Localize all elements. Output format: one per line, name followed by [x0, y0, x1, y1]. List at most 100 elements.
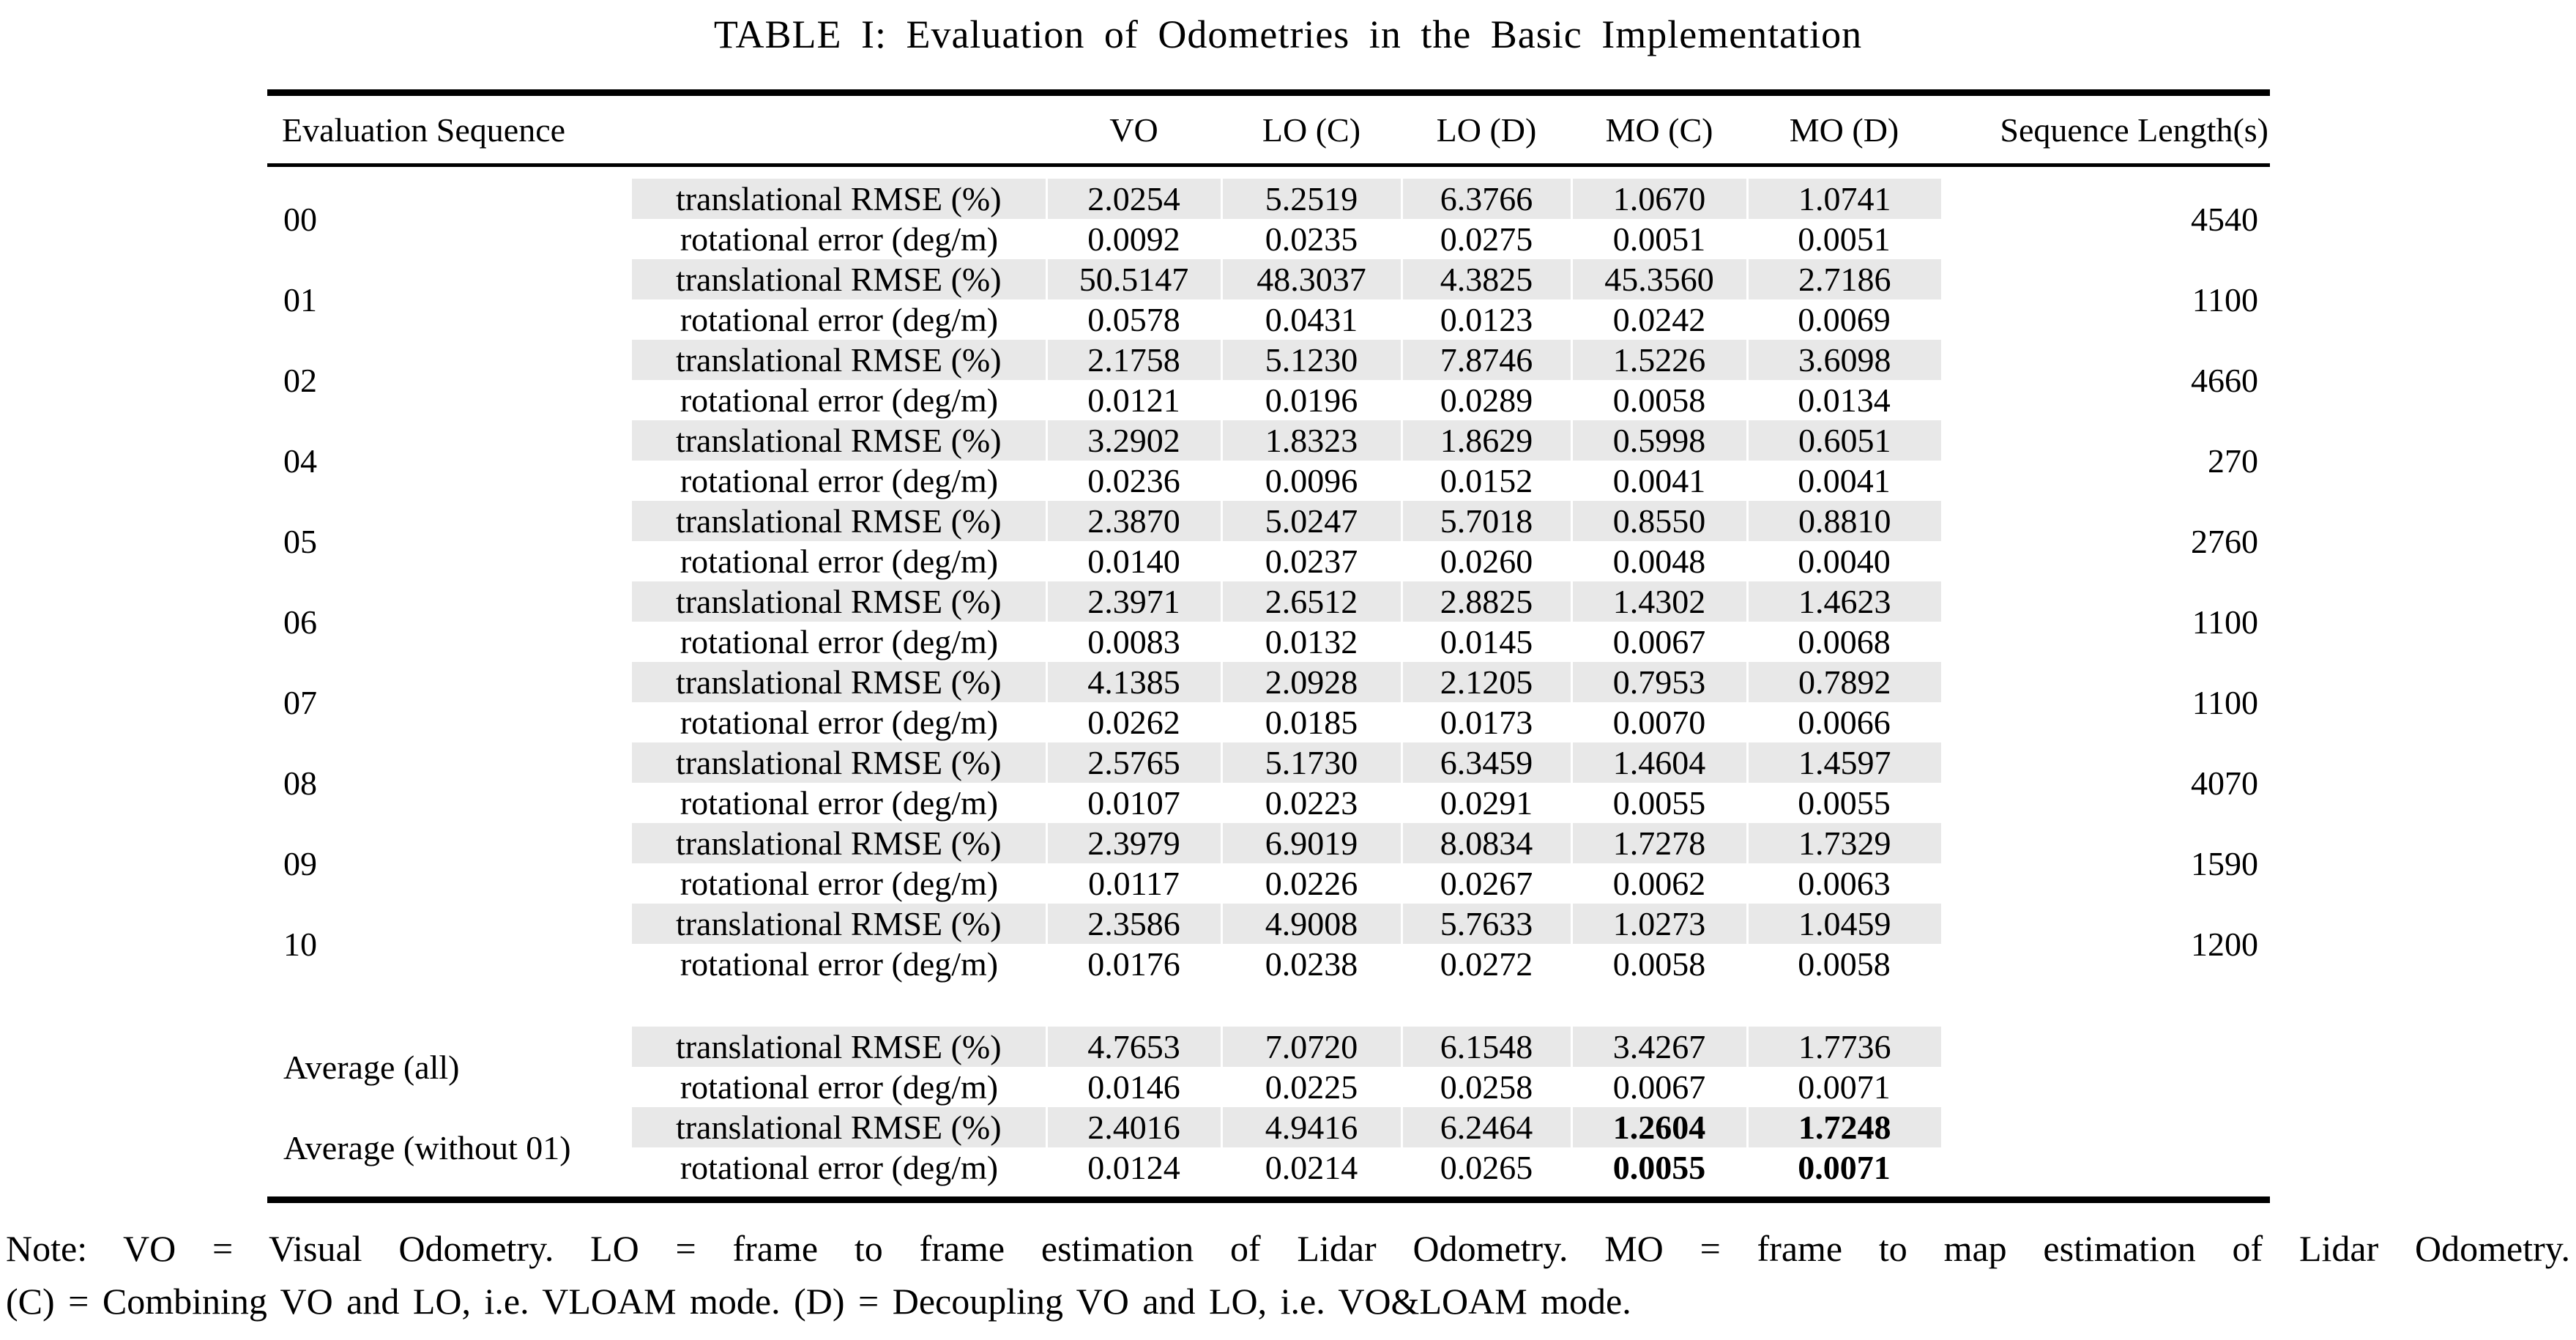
sequence-label: Average (without 01): [283, 1128, 571, 1166]
table-row-rotational: rotational error (deg/m) 0.0107 0.0223 0.02…: [267, 783, 2270, 823]
value-cell: 1.7278: [1570, 823, 1747, 863]
table-row-rotational: rotational error (deg/m) 0.0262 0.0185 0.01…: [267, 702, 2270, 742]
header-vo: VO: [1046, 92, 1221, 167]
value-cell: 0.0272: [1440, 945, 1533, 983]
value-cell: 5.2519: [1220, 179, 1401, 219]
value-cell: 4.9416: [1220, 1107, 1401, 1147]
value-cell: 45.3560: [1570, 259, 1747, 299]
metric-label: rotational error (deg/m): [680, 945, 999, 983]
header-sequence-length: Sequence Length(s): [1941, 92, 2270, 167]
header-mo-d: MO (D): [1747, 92, 1941, 167]
value-cell: 0.0067: [1612, 1068, 1706, 1106]
sequence-label: Average (all): [283, 1048, 460, 1086]
value-cell: 2.3870: [1045, 501, 1221, 541]
value-cell: 0.0092: [1087, 220, 1180, 258]
value-cell: 1.7329: [1746, 823, 1941, 863]
value-cell: 5.0247: [1220, 501, 1401, 541]
value-cell: 0.0238: [1265, 945, 1358, 983]
metric-label: translational RMSE (%): [632, 259, 1046, 299]
value-cell: 0.0235: [1265, 220, 1358, 258]
value-cell: 0.0242: [1612, 301, 1706, 338]
value-cell: 0.0051: [1612, 220, 1706, 258]
value-cell: 0.0132: [1265, 623, 1358, 660]
value-cell: 0.0068: [1798, 623, 1891, 660]
value-cell: 3.4267: [1570, 1027, 1747, 1067]
sequence-label: 02: [283, 361, 317, 399]
value-cell: 0.0041: [1612, 462, 1706, 499]
value-cell: 0.0096: [1265, 462, 1358, 499]
value-cell: 1.4604: [1570, 742, 1747, 783]
value-cell: 0.0070: [1612, 704, 1706, 741]
metric-label: rotational error (deg/m): [680, 462, 999, 499]
value-cell: 0.0578: [1087, 301, 1180, 338]
value-cell: 1.4623: [1746, 581, 1941, 622]
value-cell: 0.7892: [1746, 662, 1941, 702]
table-row-translational: 09 translational RMSE (%) 2.3979 6.9019 8.08…: [267, 823, 2270, 882]
table-row-rotational: rotational error (deg/m) 0.0146 0.0225 0.02…: [267, 1067, 2270, 1107]
table-row-translational: 02 translational RMSE (%) 2.1758 5.1230 7.87…: [267, 340, 2270, 399]
sequence-length-value: 1100: [2192, 280, 2258, 319]
value-cell: 48.3037: [1220, 259, 1401, 299]
value-cell: 0.0275: [1440, 220, 1533, 258]
table-header: Evaluation Sequence VO LO (C) LO (D) MO …: [267, 92, 2270, 167]
table-row-translational: Average (all) translational RMSE (%) 4.765…: [267, 1027, 2270, 1086]
value-cell: 6.3459: [1400, 742, 1571, 783]
sequence-label: 08: [283, 764, 317, 802]
value-cell: 3.6098: [1746, 340, 1941, 380]
metric-label: rotational error (deg/m): [680, 543, 999, 580]
value-cell: 0.5998: [1570, 420, 1747, 461]
table-note: Note: VO = Visual Odometry. LO = frame t…: [6, 1222, 2570, 1328]
metric-label: translational RMSE (%): [632, 1027, 1046, 1067]
metric-label: translational RMSE (%): [632, 904, 1046, 944]
value-cell: 1.0670: [1570, 179, 1747, 219]
header-evaluation-sequence: Evaluation Sequence: [267, 92, 632, 167]
value-cell: 4.1385: [1045, 662, 1221, 702]
sequence-label: 09: [283, 844, 317, 882]
value-cell: 0.0069: [1798, 301, 1891, 338]
value-cell: 8.0834: [1400, 823, 1571, 863]
value-cell: 1.4597: [1746, 742, 1941, 783]
value-cell: 0.8550: [1570, 501, 1747, 541]
value-cell: 0.0267: [1440, 865, 1533, 902]
header-lo-d: LO (D): [1401, 92, 1571, 167]
value-cell: 0.0223: [1265, 784, 1358, 822]
sequence-length-value: [1941, 1107, 2270, 1188]
value-cell: 2.8825: [1400, 581, 1571, 622]
value-cell: 0.7953: [1570, 662, 1747, 702]
sequence-label: 07: [283, 683, 317, 721]
metric-label: rotational error (deg/m): [680, 623, 999, 660]
value-cell: 0.0258: [1440, 1068, 1533, 1106]
note-line-2: (C) = Combining VO and LO, i.e. VLOAM mo…: [6, 1281, 1631, 1322]
value-cell: 0.0146: [1087, 1068, 1180, 1106]
value-cell: 0.0055: [1798, 784, 1891, 822]
value-cell: 6.2464: [1400, 1107, 1571, 1147]
value-cell: 0.8810: [1746, 501, 1941, 541]
value-cell: 0.0262: [1087, 704, 1180, 741]
value-cell: 0.0236: [1087, 462, 1180, 499]
value-cell: 0.0066: [1798, 704, 1891, 741]
sequence-label: 10: [283, 925, 317, 963]
table-row-translational: 07 translational RMSE (%) 4.1385 2.0928 2.12…: [267, 662, 2270, 721]
sequence-label: 01: [283, 280, 317, 319]
value-cell: 0.0067: [1612, 623, 1706, 660]
metric-label: rotational error (deg/m): [680, 704, 999, 741]
value-cell: 0.0289: [1440, 381, 1533, 419]
table-row-translational: Average (without 01) translational RMSE (…: [267, 1107, 2270, 1166]
value-cell: 0.0121: [1087, 381, 1180, 419]
value-cell: 2.1205: [1400, 662, 1571, 702]
value-cell: 0.0260: [1440, 543, 1533, 580]
value-cell: 6.3766: [1400, 179, 1571, 219]
metric-label: rotational error (deg/m): [680, 301, 999, 338]
value-cell: 0.6051: [1746, 420, 1941, 461]
value-cell: 0.0226: [1265, 865, 1358, 902]
metric-label: translational RMSE (%): [632, 179, 1046, 219]
value-cell: 0.0265: [1440, 1149, 1533, 1186]
value-cell: 2.6512: [1220, 581, 1401, 622]
value-cell: 2.3979: [1045, 823, 1221, 863]
spacer-row: [267, 1188, 2270, 1200]
value-cell: 4.9008: [1220, 904, 1401, 944]
table-row-translational: 04 translational RMSE (%) 3.2902 1.8323 1.86…: [267, 420, 2270, 480]
value-cell: 7.8746: [1400, 340, 1571, 380]
table-body: 00 translational RMSE (%) 2.0254 5.2519 6.37…: [267, 165, 2270, 1200]
metric-label: translational RMSE (%): [632, 501, 1046, 541]
